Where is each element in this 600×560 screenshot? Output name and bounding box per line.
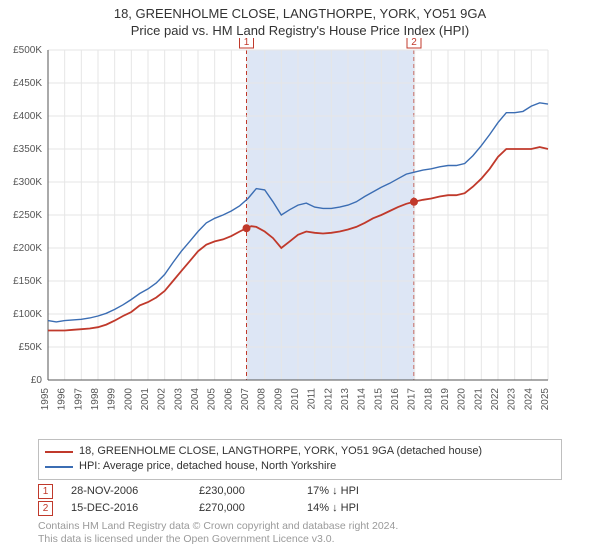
footer-line1: Contains HM Land Registry data © Crown c… <box>38 520 562 534</box>
svg-text:2022: 2022 <box>490 388 501 411</box>
svg-text:1998: 1998 <box>90 388 101 411</box>
svg-text:2015: 2015 <box>373 388 384 411</box>
svg-text:2002: 2002 <box>157 388 168 411</box>
svg-text:£0: £0 <box>31 375 43 386</box>
svg-text:£500K: £500K <box>13 45 42 56</box>
svg-text:1995: 1995 <box>40 388 51 411</box>
svg-text:£50K: £50K <box>19 342 43 353</box>
svg-text:2008: 2008 <box>257 388 268 411</box>
sale-marker-2: 2 <box>38 501 53 516</box>
legend-item-property: 18, GREENHOLME CLOSE, LANGTHORPE, YORK, … <box>45 444 555 459</box>
svg-text:2004: 2004 <box>190 388 201 411</box>
svg-text:£400K: £400K <box>13 111 42 122</box>
line-chart: £0 £50K £100K £150K £200K £250K £300K £350K £400… <box>0 38 560 428</box>
footer: Contains HM Land Registry data © Crown c… <box>38 520 562 547</box>
svg-text:2017: 2017 <box>407 388 418 411</box>
svg-text:2020: 2020 <box>457 388 468 411</box>
svg-text:2025: 2025 <box>540 388 551 411</box>
sales-row-2: 2 15-DEC-2016 £270,000 14% ↓ HPI <box>38 501 562 516</box>
svg-text:£150K: £150K <box>13 276 42 287</box>
svg-text:2003: 2003 <box>173 388 184 411</box>
svg-text:£250K: £250K <box>13 210 42 221</box>
legend-line-hpi <box>45 466 73 468</box>
svg-text:£350K: £350K <box>13 144 42 155</box>
svg-text:1996: 1996 <box>57 388 68 411</box>
legend-label-property: 18, GREENHOLME CLOSE, LANGTHORPE, YORK, … <box>79 444 482 459</box>
svg-text:£300K: £300K <box>13 177 42 188</box>
svg-text:2013: 2013 <box>340 388 351 411</box>
sales-table: 1 28-NOV-2006 £230,000 17% ↓ HPI 2 15-DE… <box>38 484 562 516</box>
sales-row-1: 1 28-NOV-2006 £230,000 17% ↓ HPI <box>38 484 562 499</box>
svg-text:£100K: £100K <box>13 309 42 320</box>
sale-date-1: 28-NOV-2006 <box>71 485 181 497</box>
svg-text:2023: 2023 <box>507 388 518 411</box>
svg-text:2024: 2024 <box>523 388 534 411</box>
svg-text:2001: 2001 <box>140 388 151 411</box>
svg-text:2019: 2019 <box>440 388 451 411</box>
sale-date-2: 15-DEC-2016 <box>71 502 181 514</box>
svg-text:2016: 2016 <box>390 388 401 411</box>
title-line2: Price paid vs. HM Land Registry's House … <box>0 23 600 38</box>
legend-label-hpi: HPI: Average price, detached house, Nort… <box>79 459 336 474</box>
svg-text:£200K: £200K <box>13 243 42 254</box>
legend-line-property <box>45 451 73 453</box>
svg-text:£450K: £450K <box>13 78 42 89</box>
svg-text:2010: 2010 <box>290 388 301 411</box>
svg-text:2021: 2021 <box>473 388 484 411</box>
svg-text:2006: 2006 <box>223 388 234 411</box>
svg-text:1999: 1999 <box>107 388 118 411</box>
svg-text:2005: 2005 <box>207 388 218 411</box>
sale-marker-1: 1 <box>38 484 53 499</box>
svg-text:2000: 2000 <box>123 388 134 411</box>
legend: 18, GREENHOLME CLOSE, LANGTHORPE, YORK, … <box>38 439 562 480</box>
svg-text:2014: 2014 <box>357 388 368 411</box>
sale-price-2: £270,000 <box>199 502 289 514</box>
svg-text:2009: 2009 <box>273 388 284 411</box>
svg-text:1: 1 <box>244 38 250 48</box>
svg-text:2012: 2012 <box>323 388 334 411</box>
chart-area: £0 £50K £100K £150K £200K £250K £300K £350K £400… <box>0 38 600 431</box>
sale-price-1: £230,000 <box>199 485 289 497</box>
svg-text:1997: 1997 <box>73 388 84 411</box>
svg-text:2007: 2007 <box>240 388 251 411</box>
title-line1: 18, GREENHOLME CLOSE, LANGTHORPE, YORK, … <box>0 6 600 21</box>
sale-delta-1: 17% ↓ HPI <box>307 485 359 497</box>
sale-delta-2: 14% ↓ HPI <box>307 502 359 514</box>
legend-item-hpi: HPI: Average price, detached house, Nort… <box>45 459 555 474</box>
svg-text:2: 2 <box>411 38 417 48</box>
footer-line2: This data is licensed under the Open Gov… <box>38 533 562 547</box>
svg-text:2011: 2011 <box>307 388 318 410</box>
svg-text:2018: 2018 <box>423 388 434 411</box>
